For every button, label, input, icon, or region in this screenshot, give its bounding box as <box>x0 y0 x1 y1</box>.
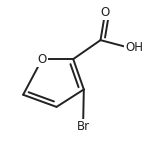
Text: OH: OH <box>125 41 143 54</box>
Text: Br: Br <box>77 120 90 133</box>
Text: O: O <box>37 53 47 66</box>
Text: O: O <box>100 6 110 19</box>
